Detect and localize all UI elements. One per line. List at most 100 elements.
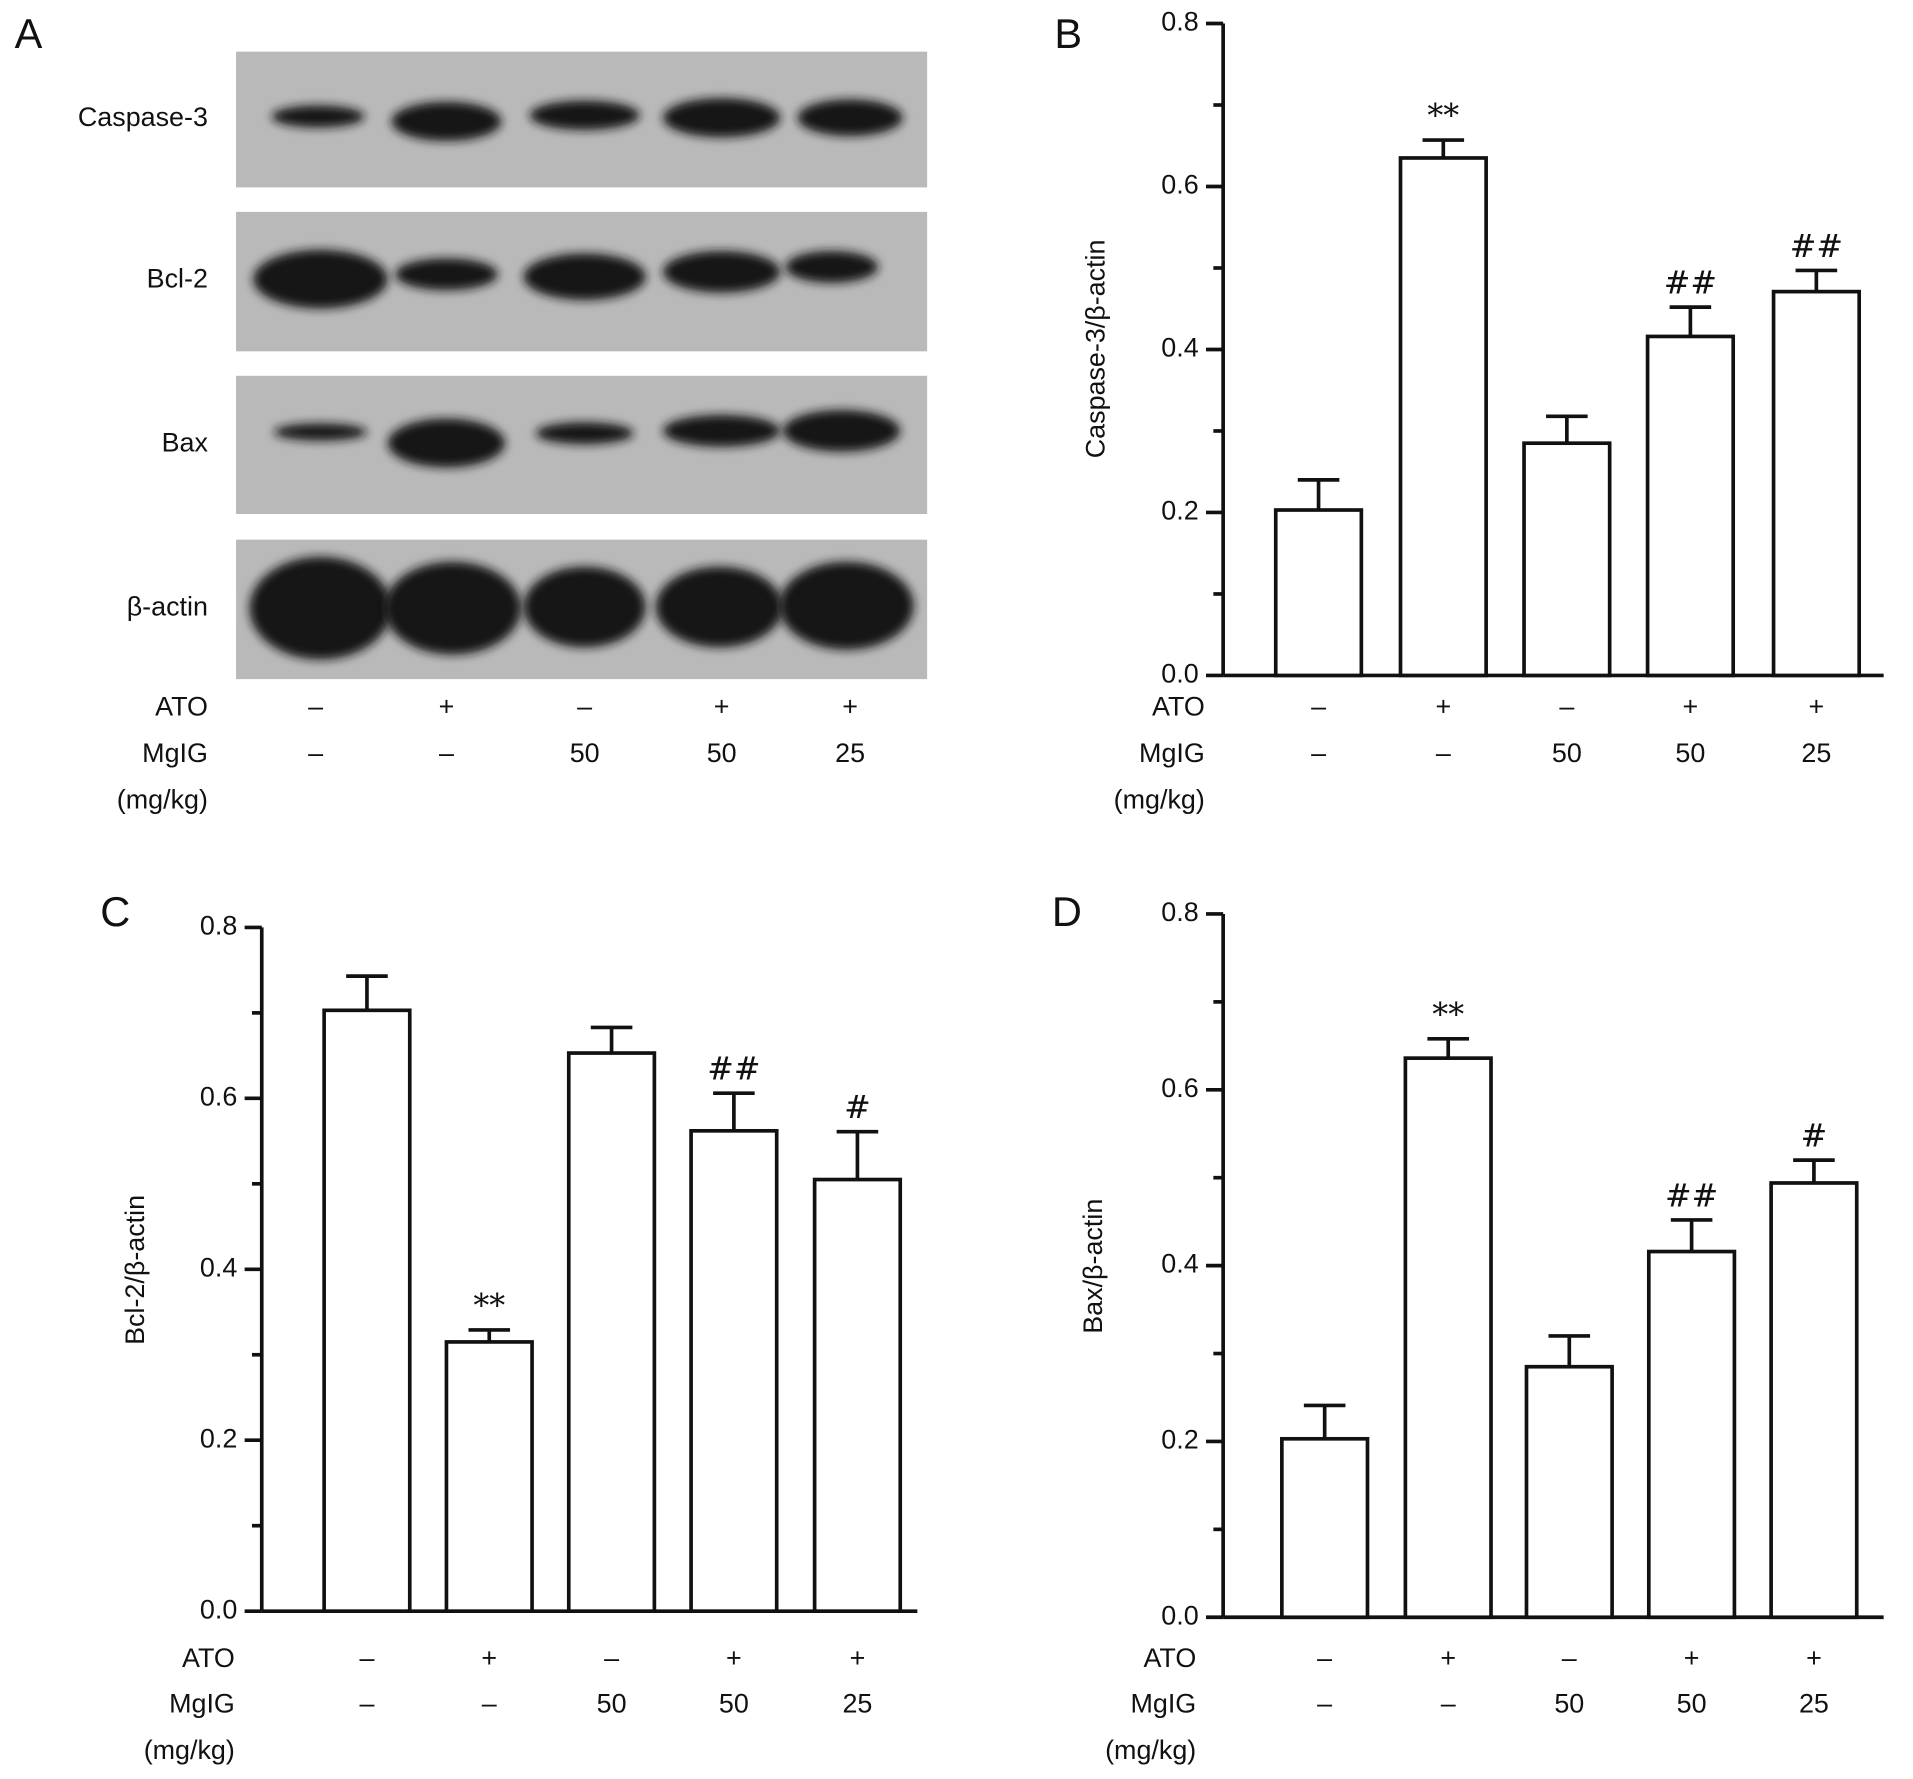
significance-label: ** (1427, 98, 1459, 135)
panel-label: D (1052, 888, 1082, 935)
bar (1524, 1364, 1614, 1620)
y-tick-label: 0.2 (1161, 496, 1198, 526)
y-tick-label: 0.0 (200, 1594, 237, 1624)
condition-label: + (1806, 1643, 1822, 1673)
panel-label: C (100, 888, 130, 935)
protein-label: Caspase-3 (78, 102, 208, 132)
condition-unit: (mg/kg) (1114, 785, 1205, 815)
condition-label: 25 (1801, 738, 1831, 768)
protein-label: Bcl-2 (147, 263, 208, 293)
condition-label: – (577, 692, 592, 722)
condition-label: – (308, 692, 323, 722)
bar (1273, 508, 1364, 678)
condition-label: 50 (707, 738, 737, 768)
condition-label: + (1809, 692, 1825, 722)
band (797, 99, 903, 137)
y-tick-label: 0.0 (1161, 659, 1198, 689)
protein-label: β-actin (127, 591, 208, 621)
condition-unit: (mg/kg) (117, 785, 208, 815)
condition-label: 50 (1675, 738, 1705, 768)
y-tick-label: 0.6 (200, 1081, 237, 1111)
band (785, 251, 879, 283)
band (529, 100, 640, 130)
bar (689, 1128, 779, 1613)
significance-label: # (1801, 1118, 1828, 1155)
y-axis-label: Caspase-3/β-actin (1080, 239, 1110, 458)
bar (444, 1340, 534, 1613)
condition-label: – (1317, 1688, 1332, 1718)
condition-label: + (439, 692, 455, 722)
bar (1398, 156, 1488, 678)
condition-label: 50 (719, 1688, 749, 1718)
condition-name: MgIG (1139, 738, 1205, 768)
condition-name: MgIG (142, 738, 208, 768)
band (384, 561, 522, 655)
condition-label: – (1311, 738, 1326, 768)
condition-label: 25 (842, 1688, 872, 1718)
condition-name: MgIG (169, 1688, 235, 1718)
significance-label: ## (1790, 228, 1843, 265)
condition-label: 50 (1554, 1688, 1584, 1718)
y-tick-label: 0.0 (1161, 1600, 1198, 1630)
y-axis-label: Bcl-2/β-actin (120, 1195, 150, 1345)
y-tick-label: 0.4 (200, 1252, 237, 1282)
bar (566, 1051, 657, 1613)
band (655, 566, 783, 648)
band (249, 556, 392, 660)
significance-label: ** (1432, 996, 1464, 1033)
western-blot (236, 51, 928, 680)
band (779, 561, 914, 650)
band (535, 422, 634, 445)
condition-name: ATO (1152, 692, 1205, 722)
band (662, 251, 781, 293)
condition-label: + (850, 1643, 866, 1673)
condition-label: + (726, 1643, 742, 1673)
condition-name: ATO (155, 692, 208, 722)
band (253, 249, 388, 309)
bar (1646, 1249, 1737, 1620)
bar (322, 1008, 412, 1613)
condition-label: – (1317, 1643, 1332, 1673)
significance-label: # (844, 1089, 871, 1126)
condition-name: MgIG (1130, 1688, 1196, 1718)
panel-label: B (1054, 10, 1082, 57)
condition-label: – (1436, 738, 1451, 768)
condition-label: + (1684, 1643, 1700, 1673)
significance-label: ## (1664, 265, 1717, 302)
condition-label: – (1311, 692, 1326, 722)
bar (1769, 1181, 1859, 1620)
band (387, 418, 506, 468)
condition-label: – (1562, 1643, 1577, 1673)
condition-name: ATO (1143, 1643, 1196, 1673)
condition-label: 50 (1552, 738, 1582, 768)
condition-label: – (1559, 692, 1574, 722)
condition-label: – (359, 1688, 374, 1718)
condition-unit: (mg/kg) (1105, 1735, 1196, 1765)
band (391, 101, 502, 141)
condition-label: 50 (1677, 1688, 1707, 1718)
condition-label: – (308, 738, 323, 768)
y-tick-label: 0.8 (200, 911, 237, 941)
band (523, 253, 646, 300)
condition-label: 50 (597, 1688, 627, 1718)
y-tick-label: 0.8 (1161, 897, 1198, 927)
condition-unit: (mg/kg) (144, 1735, 235, 1765)
band (271, 105, 365, 128)
protein-label: Bax (162, 427, 209, 457)
condition-label: – (482, 1688, 497, 1718)
band (782, 410, 901, 452)
y-tick-label: 0.6 (1161, 170, 1198, 200)
bar (1280, 1436, 1370, 1620)
condition-label: 25 (1799, 1688, 1829, 1718)
y-axis-label: Bax/β-actin (1078, 1199, 1108, 1334)
condition-label: – (359, 1643, 374, 1673)
y-tick-label: 0.2 (200, 1423, 237, 1453)
band (662, 98, 781, 138)
panel-label: A (15, 10, 43, 57)
condition-label: + (481, 1643, 497, 1673)
condition-label: – (604, 1643, 619, 1673)
condition-label: 25 (835, 738, 865, 768)
band (523, 566, 646, 648)
band (662, 414, 781, 447)
